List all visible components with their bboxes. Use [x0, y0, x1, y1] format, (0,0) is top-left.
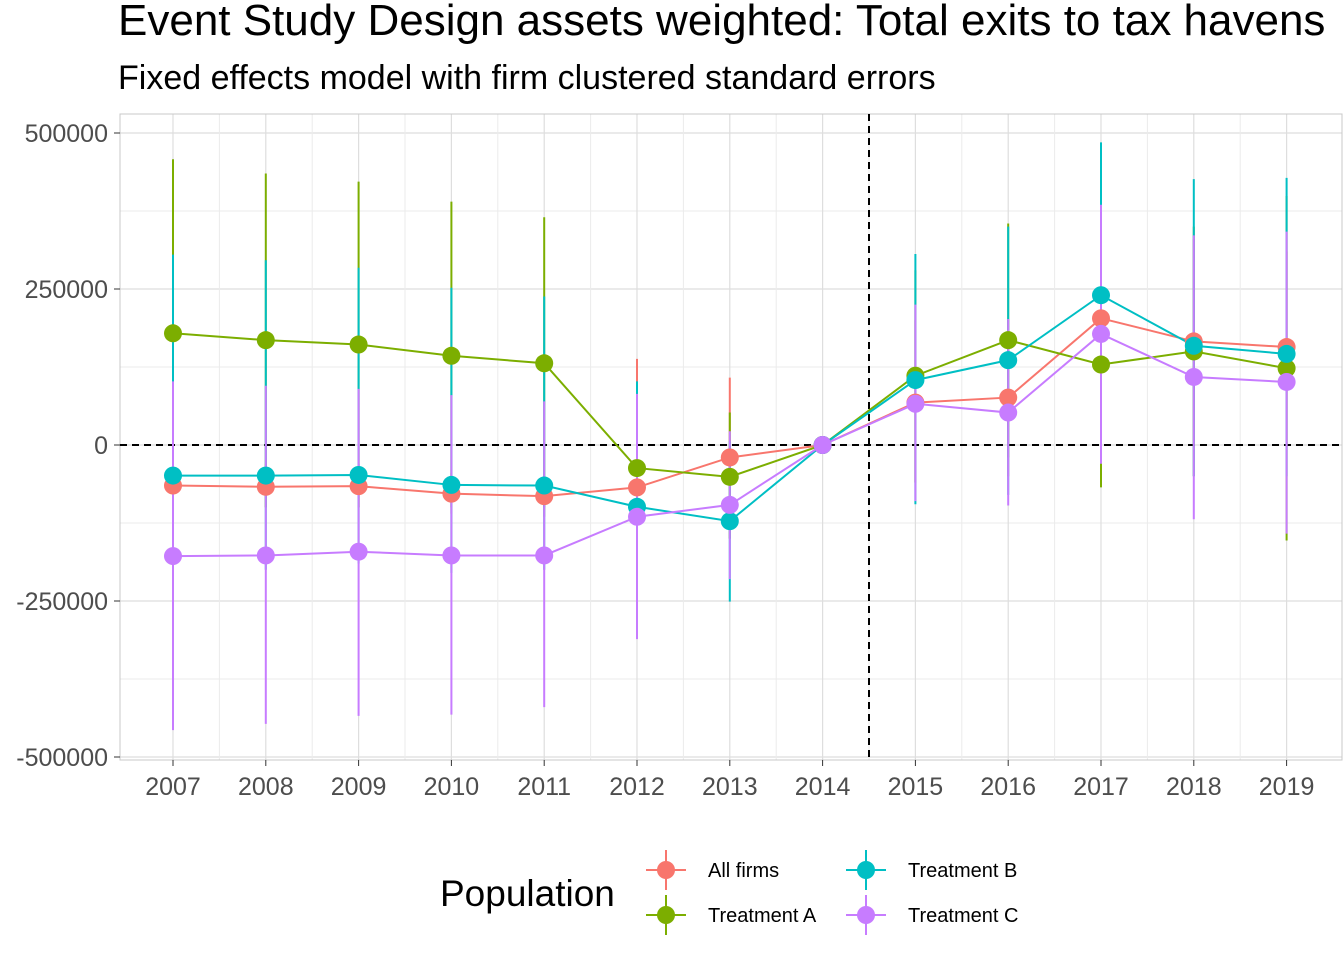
data-point	[256, 331, 275, 350]
data-point	[442, 475, 461, 494]
data-point	[906, 371, 925, 390]
x-tick-label: 2016	[980, 773, 1036, 801]
legend-item-treatment-b: Treatment B	[846, 850, 1017, 890]
data-point	[999, 331, 1018, 350]
x-tick-label: 2009	[331, 773, 387, 801]
data-point	[720, 495, 739, 514]
data-point	[1277, 359, 1296, 378]
axes: 500000 250000 0 -250000 -500000 2007 2008 2009 2…	[16, 120, 1314, 801]
x-tick-label: 2015	[888, 773, 944, 801]
data-point	[1092, 286, 1110, 305]
x-tick-label: 2014	[795, 773, 851, 801]
legend-label: All firms	[708, 860, 779, 882]
data-point	[164, 466, 182, 485]
y-tick-label: -500000	[16, 744, 108, 772]
plot-panel: 500000 250000 0 -250000 -500000 2007 2008 2009 2…	[16, 113, 1343, 801]
data-point	[906, 394, 925, 413]
data-point	[999, 403, 1018, 422]
data-point	[999, 351, 1018, 370]
data-point	[628, 478, 646, 497]
legend-key-point	[657, 861, 675, 879]
data-point	[535, 476, 554, 495]
data-point	[720, 467, 739, 486]
legend-key-point	[857, 906, 875, 924]
legend-item-treatment-a: Treatment A	[646, 895, 817, 935]
gridlines	[119, 113, 1343, 761]
data-point	[1092, 309, 1110, 328]
data-point	[1092, 355, 1110, 374]
chart-subtitle: Fixed effects model with firm clustered …	[118, 59, 936, 97]
x-tick-label: 2018	[1166, 773, 1222, 801]
legend-label: Treatment C	[908, 905, 1018, 927]
legend-item-all-firms: All firms	[646, 850, 779, 890]
x-tick-label: 2008	[238, 773, 294, 801]
data-point	[813, 436, 832, 454]
data-point	[256, 466, 275, 485]
points-treatment-a	[164, 324, 1296, 486]
data-point	[535, 546, 554, 565]
data-point	[1184, 336, 1203, 355]
x-tick-label: 2010	[424, 773, 480, 801]
points-treatment-c	[164, 324, 1296, 566]
y-tick-label: -250000	[16, 588, 108, 616]
data-point	[535, 354, 554, 373]
y-tick-label: 250000	[25, 276, 108, 304]
y-tick-label: 0	[94, 432, 108, 460]
data-point	[628, 459, 646, 478]
data-point	[720, 512, 739, 531]
data-point	[349, 465, 368, 484]
legend-key-point	[857, 861, 875, 879]
legend-title: Population	[440, 873, 615, 914]
chart-title: Event Study Design assets weighted: Tota…	[118, 0, 1325, 45]
data-point	[164, 324, 182, 343]
data-point	[720, 448, 739, 467]
data-point	[1092, 324, 1110, 343]
data-point	[628, 507, 646, 526]
data-point	[1277, 344, 1296, 363]
legend: Population All firms Treatment B Treatment …	[440, 850, 1018, 935]
x-tick-label: 2007	[145, 773, 201, 801]
x-tick-label: 2011	[517, 773, 571, 801]
data-point	[164, 547, 182, 566]
data-point	[1184, 367, 1203, 386]
x-tick-label: 2012	[609, 773, 665, 801]
data-point	[442, 346, 461, 365]
x-tick-label: 2019	[1259, 773, 1315, 801]
y-tick-label: 500000	[25, 120, 108, 148]
x-tick-label: 2017	[1073, 773, 1129, 801]
data-point	[1277, 372, 1296, 391]
data-point	[349, 335, 368, 354]
data-point	[999, 388, 1018, 407]
panel-border	[119, 113, 1343, 761]
legend-label: Treatment B	[908, 860, 1017, 882]
legend-item-treatment-c: Treatment C	[846, 895, 1018, 935]
series-marks	[164, 142, 1296, 731]
data-point	[349, 542, 368, 561]
data-point	[442, 546, 461, 565]
x-tick-label: 2013	[702, 773, 758, 801]
data-point	[256, 546, 275, 565]
legend-label: Treatment A	[708, 905, 817, 927]
legend-key-point	[657, 906, 675, 924]
